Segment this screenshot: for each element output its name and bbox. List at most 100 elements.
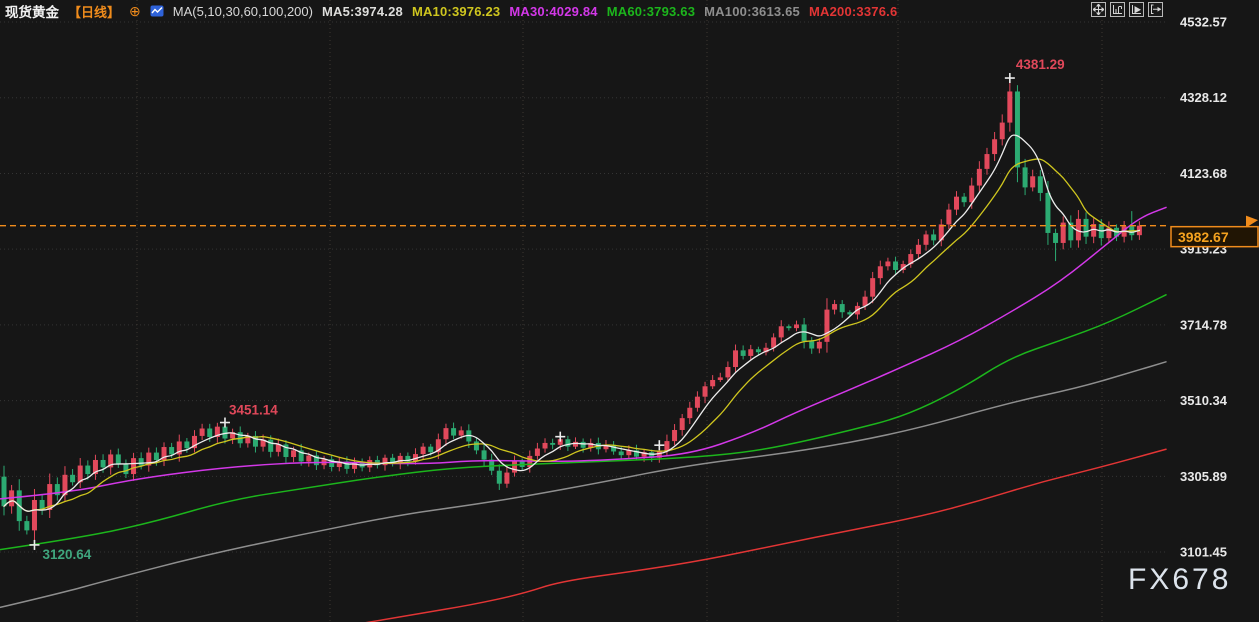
candle[interactable] [336,461,342,468]
candle[interactable] [573,441,578,447]
candle[interactable] [580,441,586,448]
candle[interactable] [115,454,121,464]
candle[interactable] [633,450,639,457]
candle[interactable] [832,304,838,310]
candle[interactable] [1014,91,1020,168]
candle[interactable] [62,474,68,496]
candle[interactable] [778,326,784,338]
candle[interactable] [405,455,411,462]
candle[interactable] [1068,222,1074,241]
candle[interactable] [390,457,396,464]
candle[interactable] [763,347,769,353]
candle[interactable] [306,455,312,462]
candle[interactable] [176,441,182,455]
candle[interactable] [1,476,7,507]
candle[interactable] [656,451,662,458]
candle[interactable] [557,439,563,445]
candle[interactable] [352,462,358,469]
candle[interactable] [969,185,975,203]
candle[interactable] [809,341,815,349]
candle[interactable] [534,448,540,456]
candle[interactable] [24,521,30,531]
candle[interactable] [771,337,777,348]
candle[interactable] [1083,218,1089,237]
candle[interactable] [138,458,144,466]
candle[interactable] [153,452,159,460]
candle[interactable] [199,428,205,436]
candle[interactable] [725,367,731,378]
add-indicator-icon[interactable]: ⊕ [129,3,141,19]
candle[interactable] [938,224,944,241]
candle[interactable] [786,326,792,329]
candle[interactable] [108,454,114,468]
candle[interactable] [550,442,556,445]
candle[interactable] [946,209,952,225]
candle[interactable] [77,465,83,483]
candle[interactable] [1106,227,1112,239]
candle[interactable] [588,442,594,448]
candle[interactable] [283,444,289,458]
candle[interactable] [39,499,45,510]
candle[interactable] [192,435,197,449]
candle[interactable] [92,459,98,475]
timeframe-label[interactable]: 【日线】 [68,4,121,20]
candle[interactable] [496,470,502,484]
candle[interactable] [755,349,761,353]
candle[interactable] [954,196,959,210]
candle[interactable] [626,450,632,456]
candle[interactable] [862,296,868,306]
candle[interactable] [1022,167,1028,188]
candle[interactable] [611,444,617,452]
candle[interactable] [877,266,883,279]
candle[interactable] [618,451,624,456]
candle[interactable] [268,439,274,452]
candle[interactable] [748,349,754,356]
candle[interactable] [1045,192,1051,233]
candle[interactable] [824,309,830,342]
candle[interactable] [207,428,213,438]
candle[interactable] [31,499,37,531]
candlestick-chart-icon[interactable] [150,4,164,18]
candle[interactable] [672,429,678,442]
candle[interactable] [100,459,106,468]
candle[interactable] [260,439,266,447]
candle[interactable] [131,458,137,475]
candle[interactable] [1075,218,1081,241]
candle[interactable] [816,341,822,349]
candle[interactable] [85,465,91,475]
candle[interactable] [70,474,76,483]
candle[interactable] [275,444,281,452]
candle[interactable] [504,472,510,484]
candle[interactable] [839,304,845,313]
candle[interactable] [702,386,708,397]
candle[interactable] [298,450,304,462]
candle[interactable] [961,196,967,203]
candle[interactable] [451,428,457,436]
candle[interactable] [740,350,746,356]
candle[interactable] [161,447,167,460]
candle[interactable] [214,426,220,438]
candle[interactable] [146,452,152,466]
candle[interactable] [900,264,906,270]
candle[interactable] [885,261,891,267]
candle[interactable] [443,428,449,440]
candle[interactable] [420,446,426,455]
candle[interactable] [1091,224,1097,237]
play-chart-icon[interactable] [1129,2,1144,17]
candle[interactable] [870,278,876,297]
candle[interactable] [679,418,685,430]
candle[interactable] [664,441,670,452]
candle[interactable] [542,442,548,449]
candle[interactable] [710,379,716,387]
candle[interactable] [382,457,388,466]
candle[interactable] [512,461,518,473]
scale-chart-icon[interactable] [1110,2,1125,17]
pan-right-icon[interactable] [1148,2,1163,17]
candle[interactable] [458,430,464,436]
candle[interactable] [291,450,297,458]
candle[interactable] [694,396,700,408]
candle[interactable] [641,452,647,457]
candle[interactable] [603,444,609,450]
candle[interactable] [931,234,937,241]
